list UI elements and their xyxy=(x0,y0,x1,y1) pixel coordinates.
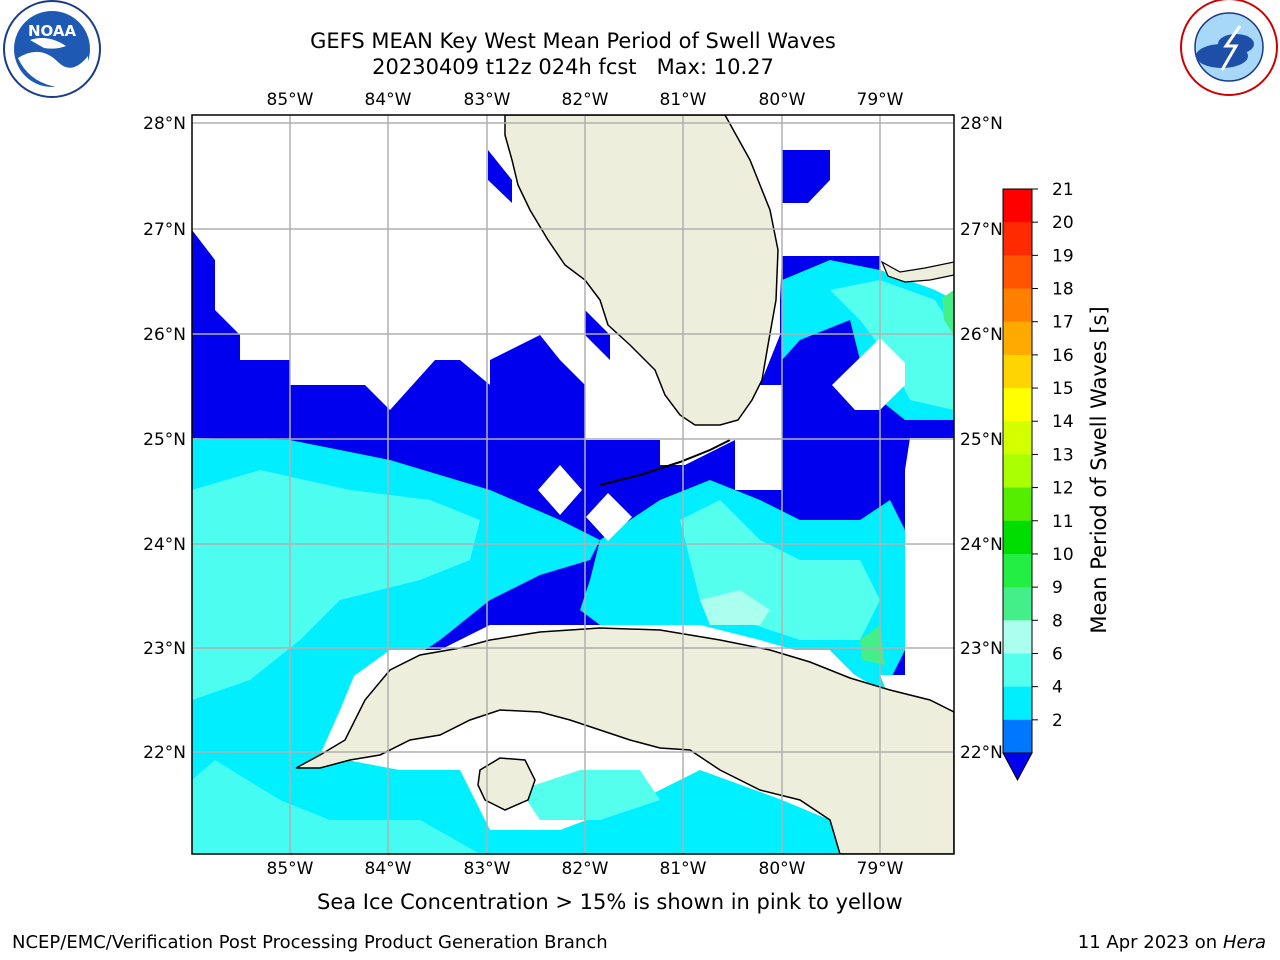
lat-label: 23°N xyxy=(143,639,186,659)
colorbar-swatch xyxy=(1003,222,1032,256)
sea-ice-note: Sea Ice Concentration > 15% is shown in … xyxy=(317,890,903,914)
lat-label: 22°N xyxy=(960,743,1003,763)
lon-label: 85°W xyxy=(267,90,314,110)
colorbar-tick-label: 2 xyxy=(1052,711,1063,731)
colorbar-swatch xyxy=(1003,288,1032,323)
lat-label: 27°N xyxy=(143,220,186,240)
footer-date-text: 11 Apr 2023 on xyxy=(1077,932,1223,953)
plot-title-line1: GEFS MEAN Key West Mean Period of Swell … xyxy=(310,29,836,53)
lon-label: 84°W xyxy=(365,90,412,110)
lon-label: 85°W xyxy=(267,859,314,879)
colorbar-tick-label: 14 xyxy=(1052,412,1074,432)
colorbar-swatch xyxy=(1003,587,1032,621)
lon-label: 82°W xyxy=(562,90,609,110)
lon-label: 83°W xyxy=(464,90,511,110)
colorbar-tick-label: 19 xyxy=(1052,246,1074,266)
colorbar-swatch xyxy=(1003,719,1032,754)
lat-label: 27°N xyxy=(960,220,1003,240)
lon-labels-bottom: 85°W 84°W 83°W 82°W 81°W 80°W 79°W xyxy=(267,859,904,879)
map-frame xyxy=(191,114,955,855)
lat-label: 25°N xyxy=(960,430,1003,450)
colorbar-swatch xyxy=(1003,255,1032,290)
colorbar-swatch xyxy=(1003,520,1032,555)
florida-landmass xyxy=(504,115,779,426)
lon-label: 82°W xyxy=(562,859,609,879)
footer-credit: NCEP/EMC/Verification Post Processing Pr… xyxy=(12,932,608,953)
colorbar-under-extension xyxy=(1002,752,1033,782)
colorbar-tick-label: 12 xyxy=(1052,479,1074,499)
lat-label: 24°N xyxy=(960,535,1003,555)
lon-label: 79°W xyxy=(857,859,904,879)
colorbar-tick-label: 4 xyxy=(1052,678,1063,698)
colorbar-tick-label: 10 xyxy=(1052,545,1074,565)
swell-period-field xyxy=(192,150,954,854)
colorbar-tick-label: 8 xyxy=(1052,611,1063,631)
lon-label: 80°W xyxy=(759,90,806,110)
lon-label: 80°W xyxy=(759,859,806,879)
lon-label: 81°W xyxy=(660,859,707,879)
colorbar-swatch xyxy=(1003,686,1032,721)
colorbar-swatch xyxy=(1003,620,1032,654)
colorbar-tick-label: 18 xyxy=(1052,280,1074,300)
map-area xyxy=(192,115,954,854)
lat-label: 23°N xyxy=(960,639,1003,659)
colorbar-swatch xyxy=(1003,354,1032,389)
lat-label: 25°N xyxy=(143,430,186,450)
lat-label: 22°N xyxy=(143,743,186,763)
lat-label: 28°N xyxy=(960,114,1003,134)
colorbar-tick-label: 9 xyxy=(1052,578,1063,598)
isla-de-la-juventud xyxy=(477,757,536,811)
footer-date: 11 Apr 2023 on Hera xyxy=(1078,932,1266,953)
colorbar-swatch xyxy=(1003,321,1032,356)
footer-machine: Hera xyxy=(1222,932,1266,953)
lon-label: 79°W xyxy=(857,90,904,110)
colorbar-swatch xyxy=(1003,388,1032,422)
lon-label: 83°W xyxy=(464,859,511,879)
lat-label: 26°N xyxy=(960,325,1003,345)
lat-labels-right: 28°N 27°N 26°N 25°N 24°N 23°N 22°N xyxy=(960,114,1003,763)
colorbar-tick-label: 15 xyxy=(1052,379,1074,399)
plot-title-line2: 20230409 t12z 024h fcst Max: 10.27 xyxy=(372,55,774,79)
cuba-landmass xyxy=(295,627,954,854)
nws-logo xyxy=(1180,0,1278,96)
colorbar-tick-label: 11 xyxy=(1052,512,1074,532)
colorbar-tick-label: 17 xyxy=(1052,313,1074,333)
graticule xyxy=(192,115,954,854)
bahamas-landmass xyxy=(880,260,954,283)
colorbar-tick-label: 6 xyxy=(1052,644,1063,664)
lat-label: 28°N xyxy=(143,114,186,134)
colorbar-swatch xyxy=(1003,421,1032,455)
colorbar-tick-label: 20 xyxy=(1052,213,1074,233)
lon-label: 81°W xyxy=(660,90,707,110)
colorbar-swatch xyxy=(1003,653,1032,688)
colorbar-swatch xyxy=(1003,487,1032,522)
colorbar: 21 20 19 18 17 16 15 14 13 12 11 10 9 8 6 4 2 xyxy=(1002,180,1074,782)
lat-label: 26°N xyxy=(143,325,186,345)
lat-label: 24°N xyxy=(143,535,186,555)
colorbar-swatch xyxy=(1003,553,1032,588)
colorbar-swatch xyxy=(1003,189,1032,223)
colorbar-tick-label: 16 xyxy=(1052,346,1074,366)
colorbar-label: Mean Period of Swell Waves [s] xyxy=(1087,306,1111,633)
lon-labels-top: 85°W 84°W 83°W 82°W 81°W 80°W 79°W xyxy=(267,90,904,110)
noaa-logo: NOAA xyxy=(3,0,101,98)
lon-label: 84°W xyxy=(365,859,412,879)
noaa-logo-text: NOAA xyxy=(28,22,77,40)
colorbar-tick-label: 13 xyxy=(1052,445,1074,465)
lat-labels-left: 28°N 27°N 26°N 25°N 24°N 23°N 22°N xyxy=(143,114,186,763)
colorbar-frame xyxy=(1002,188,1033,754)
colorbar-swatch xyxy=(1003,454,1032,489)
colorbar-tick-label: 21 xyxy=(1052,180,1074,200)
